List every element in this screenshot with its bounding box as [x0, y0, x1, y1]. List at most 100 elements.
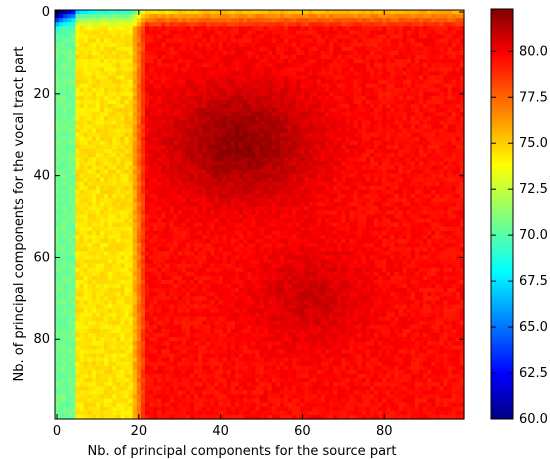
heatmap-cell — [169, 210, 175, 216]
heatmap-cell — [173, 112, 179, 117]
heatmap-cell — [337, 63, 342, 68]
heatmap-cell — [365, 153, 371, 158]
heatmap-cell — [386, 124, 391, 130]
heatmap-cell — [95, 22, 101, 27]
heatmap-cell — [214, 128, 220, 134]
heatmap-cell — [218, 50, 224, 56]
heatmap-cell — [312, 153, 318, 158]
heatmap-cell — [337, 71, 342, 77]
heatmap-cell — [185, 104, 191, 109]
heatmap-cell — [292, 63, 297, 68]
heatmap-cell — [439, 157, 445, 162]
heatmap-cell — [194, 59, 199, 64]
heatmap-cell — [435, 99, 441, 105]
heatmap-cell — [292, 99, 297, 105]
heatmap-cell — [210, 54, 216, 60]
heatmap-cell — [214, 104, 220, 109]
heatmap-cell — [243, 189, 248, 195]
heatmap-cell — [284, 153, 289, 158]
heatmap-cell — [292, 42, 297, 48]
heatmap-cell — [83, 124, 89, 130]
heatmap-cell — [112, 202, 117, 207]
heatmap-cell — [116, 75, 122, 81]
heatmap-cell — [271, 206, 277, 212]
heatmap-cell — [410, 42, 416, 48]
heatmap-cell — [427, 87, 432, 93]
heatmap-cell — [329, 108, 334, 113]
heatmap-cell — [329, 112, 334, 117]
heatmap-cell — [369, 161, 375, 167]
heatmap-cell — [394, 50, 400, 56]
heatmap-cell — [79, 22, 85, 27]
heatmap-cell — [71, 42, 77, 48]
heatmap-cell — [214, 189, 220, 195]
heatmap-cell — [149, 95, 154, 101]
heatmap-cell — [189, 63, 195, 68]
heatmap-cell — [210, 185, 216, 191]
heatmap-cell — [308, 22, 314, 27]
heatmap-cell — [427, 75, 432, 81]
heatmap-cell — [194, 165, 199, 171]
heatmap-cell — [112, 71, 117, 77]
heatmap-cell — [435, 38, 441, 44]
heatmap-cell — [177, 104, 183, 109]
heatmap-cell — [67, 149, 72, 154]
heatmap-cell — [124, 189, 130, 195]
heatmap-cell — [247, 177, 252, 183]
heatmap-cell — [108, 46, 113, 52]
heatmap-cell — [378, 59, 383, 64]
heatmap-cell — [357, 132, 363, 138]
heatmap-cell — [447, 30, 453, 36]
heatmap-cell — [251, 99, 257, 105]
heatmap-cell — [214, 22, 220, 27]
heatmap-cell — [329, 38, 334, 44]
heatmap-cell — [243, 124, 248, 130]
heatmap-cell — [374, 79, 379, 85]
heatmap-cell — [427, 194, 432, 199]
heatmap-cell — [406, 144, 412, 150]
heatmap-cell — [308, 50, 314, 56]
heatmap-cell — [128, 59, 134, 64]
heatmap-cell — [177, 79, 183, 85]
heatmap-cell — [91, 30, 97, 36]
heatmap-cell — [345, 120, 351, 126]
heatmap-cell — [292, 128, 297, 134]
heatmap-cell — [378, 112, 383, 117]
heatmap-cell — [320, 116, 326, 122]
heatmap-cell — [206, 71, 212, 77]
heatmap-cell — [194, 99, 199, 105]
heatmap-cell — [210, 189, 216, 195]
heatmap-cell — [345, 157, 351, 162]
heatmap-cell — [361, 95, 367, 101]
heatmap-cell — [149, 124, 154, 130]
heatmap-cell — [304, 34, 310, 40]
heatmap-cell — [435, 202, 441, 207]
heatmap-cell — [419, 83, 424, 89]
heatmap-cell — [398, 144, 404, 150]
heatmap-cell — [296, 157, 301, 162]
heatmap-cell — [194, 173, 199, 179]
heatmap-cell — [210, 157, 216, 162]
heatmap-cell — [189, 71, 195, 77]
heatmap-cell — [124, 202, 130, 207]
heatmap-cell — [55, 198, 60, 203]
heatmap-cell — [230, 83, 236, 89]
heatmap-cell — [455, 18, 461, 23]
heatmap-cell — [165, 59, 171, 64]
heatmap-cell — [284, 75, 289, 81]
heatmap-cell — [414, 108, 420, 113]
heatmap-cell — [189, 144, 195, 150]
heatmap-cell — [296, 67, 301, 72]
heatmap-cell — [91, 169, 97, 175]
heatmap-cell — [300, 136, 306, 142]
heatmap-cell — [153, 34, 158, 40]
heatmap-cell — [312, 161, 318, 167]
heatmap-cell — [275, 153, 281, 158]
heatmap-cell — [275, 46, 281, 52]
heatmap-cell — [140, 112, 146, 117]
heatmap-cell — [382, 132, 387, 138]
heatmap-cell — [357, 112, 363, 117]
heatmap-cell — [181, 144, 187, 150]
heatmap-cell — [427, 120, 432, 126]
heatmap-cell — [234, 202, 240, 207]
